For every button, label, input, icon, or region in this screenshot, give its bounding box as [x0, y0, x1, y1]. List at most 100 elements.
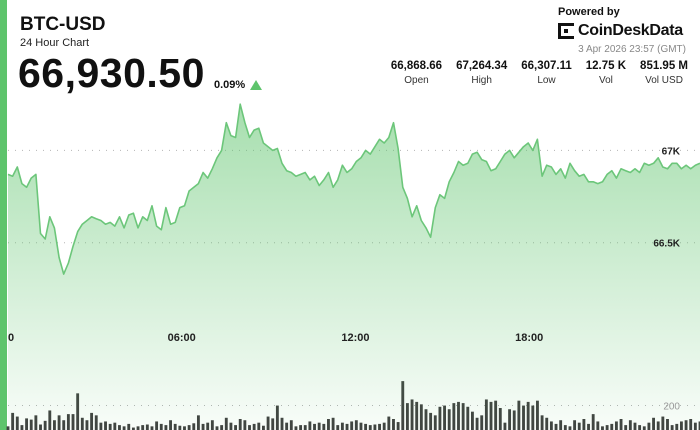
price-point: [114, 225, 115, 226]
price-point: [653, 163, 654, 164]
stat-value: 851.95 M: [640, 60, 688, 72]
price-point: [319, 185, 320, 186]
timestamp: 3 Apr 2026 23:57 (GMT): [578, 44, 686, 55]
x-tick-label: 0: [8, 332, 14, 344]
price-point: [91, 216, 92, 217]
price-point: [583, 174, 584, 175]
stat-value: 66,307.11: [521, 60, 572, 72]
price-point: [360, 157, 361, 158]
price-point: [625, 170, 626, 171]
price-point: [100, 220, 101, 221]
price-point: [161, 229, 162, 230]
price-point: [685, 165, 686, 166]
price-point: [86, 220, 87, 221]
price-point: [458, 161, 459, 162]
price-volume-chart[interactable]: 0 06:00 12:00 18:00 67K 66.5K 200: [0, 95, 700, 430]
stat-vol: 12.75 K Vol: [586, 60, 626, 86]
price-point: [202, 172, 203, 173]
price-point: [128, 214, 129, 215]
brand-logo-link[interactable]: CoinDeskData: [558, 22, 683, 40]
price-point: [124, 227, 125, 228]
price-point: [630, 172, 631, 173]
price-point: [644, 163, 645, 164]
price-point: [481, 159, 482, 160]
price-point: [453, 172, 454, 173]
price-point: [379, 139, 380, 140]
price-change-percent: 0.09%: [214, 79, 246, 91]
price-point: [532, 150, 533, 151]
price-point: [175, 222, 176, 223]
price-point: [449, 181, 450, 182]
price-point: [546, 165, 547, 166]
stat-label: High: [471, 75, 492, 86]
price-point: [602, 181, 603, 182]
price-point: [393, 122, 394, 123]
price-point: [314, 176, 315, 177]
price-point: [574, 170, 575, 171]
price-point: [286, 170, 287, 171]
pair-symbol: BTC-USD: [20, 14, 106, 35]
price-point: [518, 152, 519, 153]
price-point: [551, 166, 552, 167]
price-point: [77, 231, 78, 232]
price-point: [439, 194, 440, 195]
price-point: [184, 205, 185, 206]
price-point: [346, 172, 347, 173]
price-point: [402, 187, 403, 188]
stat-value: 66,868.66: [390, 60, 443, 72]
x-tick-label: 18:00: [515, 332, 543, 344]
price-point: [407, 198, 408, 199]
price-point: [277, 148, 278, 149]
price-point: [295, 176, 296, 177]
price-point: [21, 183, 22, 184]
price-point: [305, 172, 306, 173]
price-point: [142, 216, 143, 217]
price-point: [365, 150, 366, 151]
price-point: [616, 177, 617, 178]
price-point: [40, 233, 41, 234]
price-point: [374, 146, 375, 147]
price-point: [444, 198, 445, 199]
price-point: [170, 224, 171, 225]
price-point: [523, 146, 524, 147]
price-point: [333, 187, 334, 188]
price-point: [221, 150, 222, 151]
price-point: [579, 176, 580, 177]
price-point: [528, 142, 529, 143]
price-point: [151, 205, 152, 206]
price-point: [421, 220, 422, 221]
up-arrow-icon: [250, 80, 262, 90]
price-point: [416, 205, 417, 206]
stat-label: Vol: [598, 75, 613, 86]
price-point: [291, 172, 292, 173]
price-point: [490, 170, 491, 171]
price-point: [110, 222, 111, 223]
price-point: [430, 237, 431, 238]
price-point: [263, 142, 264, 143]
x-tick-label: 06:00: [168, 332, 196, 344]
stat-value: 12.75 K: [585, 60, 627, 72]
price-point: [509, 150, 510, 151]
price-point: [681, 168, 682, 169]
price-point: [648, 165, 649, 166]
price-point: [54, 227, 55, 228]
price-point: [560, 168, 561, 169]
price-point: [207, 177, 208, 178]
price-point: [611, 170, 612, 171]
price-point: [607, 174, 608, 175]
price-point: [216, 157, 217, 158]
price-point: [240, 104, 241, 105]
price-point: [244, 122, 245, 123]
price-point: [472, 153, 473, 154]
coindesk-logo-icon: [558, 23, 574, 39]
stat-label: Low: [537, 75, 556, 86]
price-point: [198, 183, 199, 184]
price-point: [328, 172, 329, 173]
price-point: [667, 168, 668, 169]
price-point: [398, 148, 399, 149]
price-point: [309, 179, 310, 180]
price-point: [695, 165, 696, 166]
price-point: [537, 139, 538, 140]
price-point: [337, 179, 338, 180]
price-point: [249, 137, 250, 138]
